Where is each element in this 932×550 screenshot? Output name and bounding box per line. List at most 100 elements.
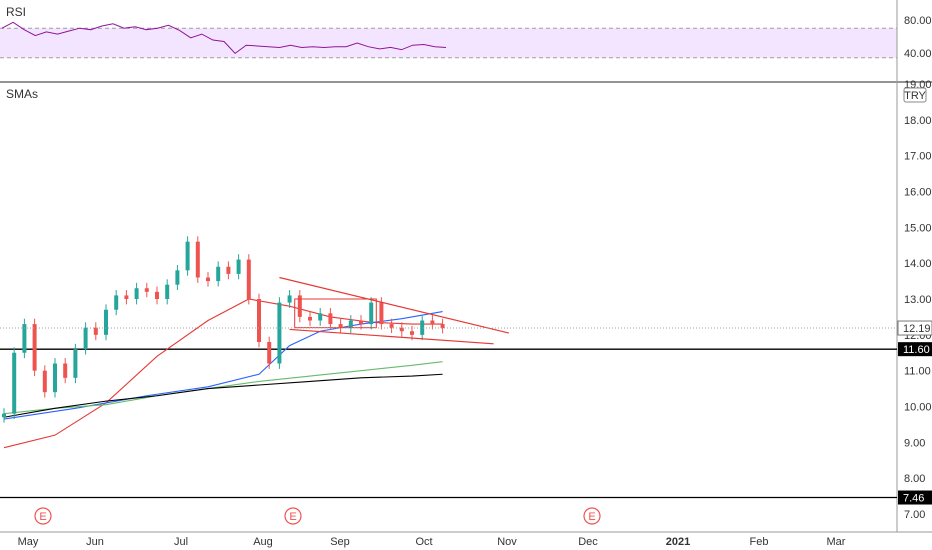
time-axis-label: Mar [827,536,846,548]
main-panel: SMAs 19.0018.0017.0016.0015.0014.0013.00… [0,79,932,525]
candle-body [124,295,129,299]
time-axis-label: Sep [330,536,350,548]
price-tick-label: 7.00 [904,509,925,521]
candle-body [155,291,159,299]
candle-body [185,241,190,271]
earnings-marker-label: E [289,511,296,523]
candle-body [195,241,200,278]
candle-body [399,327,404,332]
candle-body [328,313,333,325]
candle-body [32,324,37,371]
candle-body [206,277,210,282]
last-price-badge [897,320,932,336]
candle-body [53,363,57,393]
time-axis-label: Aug [253,536,273,548]
candle-body [440,324,445,329]
price-tick-label: 15.00 [904,222,932,234]
price-tick-label: 10.00 [904,402,932,414]
hline-label: 11.60 [903,344,930,356]
sma-line [3,298,443,449]
earnings-marker-label: E [588,511,595,523]
last-price-label: 12.19 [903,323,931,335]
candle-body [369,302,374,325]
price-tick-label: 18.00 [904,115,932,127]
rsi-line [1,21,447,55]
rsi-tick-40: 40.00 [904,48,932,60]
currency-label: TRY [904,90,926,102]
candle-body [83,327,88,350]
candle-body [246,259,251,299]
time-axis-label: Jul [174,536,188,548]
time-axis: May Jun Jul Aug Sep Oct Nov Dec 2021 Feb Mar [18,536,846,548]
time-axis-label: 2021 [666,536,690,548]
rsi-panel: RSI 80.00 40.00 [0,5,932,60]
candle-body [2,413,6,418]
candles [2,236,445,423]
price-tick-label: 14.00 [904,258,932,270]
price-tick-label: 13.00 [904,294,932,306]
time-axis-label: Dec [578,536,598,548]
candle-body [277,302,282,364]
earnings-marker-icon [34,507,52,525]
candle-body [134,288,139,299]
currency-badge[interactable] [903,87,927,103]
price-axis: 19.0018.0017.0016.0015.0014.0013.0012.00… [904,79,932,521]
candle-body [104,309,108,335]
sma-line [3,373,443,418]
candle-body [175,270,180,285]
candle-body [308,316,312,321]
price-tick-label: 9.00 [904,437,925,449]
candle-body [22,324,27,353]
price-tick-label: 8.00 [904,473,925,485]
price-tick-label: 16.00 [904,187,932,199]
trendline [289,328,494,345]
consolidation-box [294,298,377,329]
candle-body [338,324,343,328]
earnings-marker-icon [583,507,601,525]
hline-badge [898,342,932,357]
candle-body [114,295,119,310]
earnings-marker-icon [284,507,302,525]
candle-body [297,295,302,317]
time-axis-label: Jun [86,536,104,548]
candle-body [257,299,261,342]
candle-body [165,284,170,299]
time-axis-label: Nov [497,536,517,548]
horizontal-lines [0,348,897,499]
candle-body [420,320,425,335]
sma-line [3,361,443,415]
time-axis-label: Feb [750,536,769,548]
smas-label: SMAs [6,87,38,101]
candle-body [410,331,414,335]
candle-body [379,302,384,325]
candle-body [267,342,272,364]
candle-body [63,363,68,378]
trendline [279,276,510,334]
candle-body [73,349,78,378]
time-axis-label: Oct [415,536,432,548]
hline-labels: 11.60 7.46 [898,342,932,505]
candle-body [226,266,231,274]
hline-badge [898,490,932,505]
time-axis-label: May [18,536,39,548]
sma-lines [3,298,443,449]
candle-body [12,352,17,414]
candle-body [236,259,241,274]
candle-body [389,324,394,328]
candle-body [144,288,149,292]
candle-body [430,320,435,325]
candle-body [216,266,221,282]
price-tick-label: 17.00 [904,151,932,163]
rsi-tick-80: 80.00 [904,15,932,27]
candle-body [318,313,323,321]
candle-body [42,370,47,393]
hline-label: 7.46 [903,493,924,505]
rsi-band [0,28,897,58]
price-tick-label: 11.00 [904,366,931,378]
candle-body [287,295,292,303]
trendlines [279,276,510,345]
candle-body [93,327,98,335]
rsi-label: RSI [6,5,26,19]
